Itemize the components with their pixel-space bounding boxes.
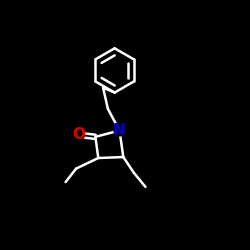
Text: N: N <box>113 123 126 138</box>
Circle shape <box>74 130 85 140</box>
Circle shape <box>114 125 125 136</box>
Text: O: O <box>72 128 86 142</box>
